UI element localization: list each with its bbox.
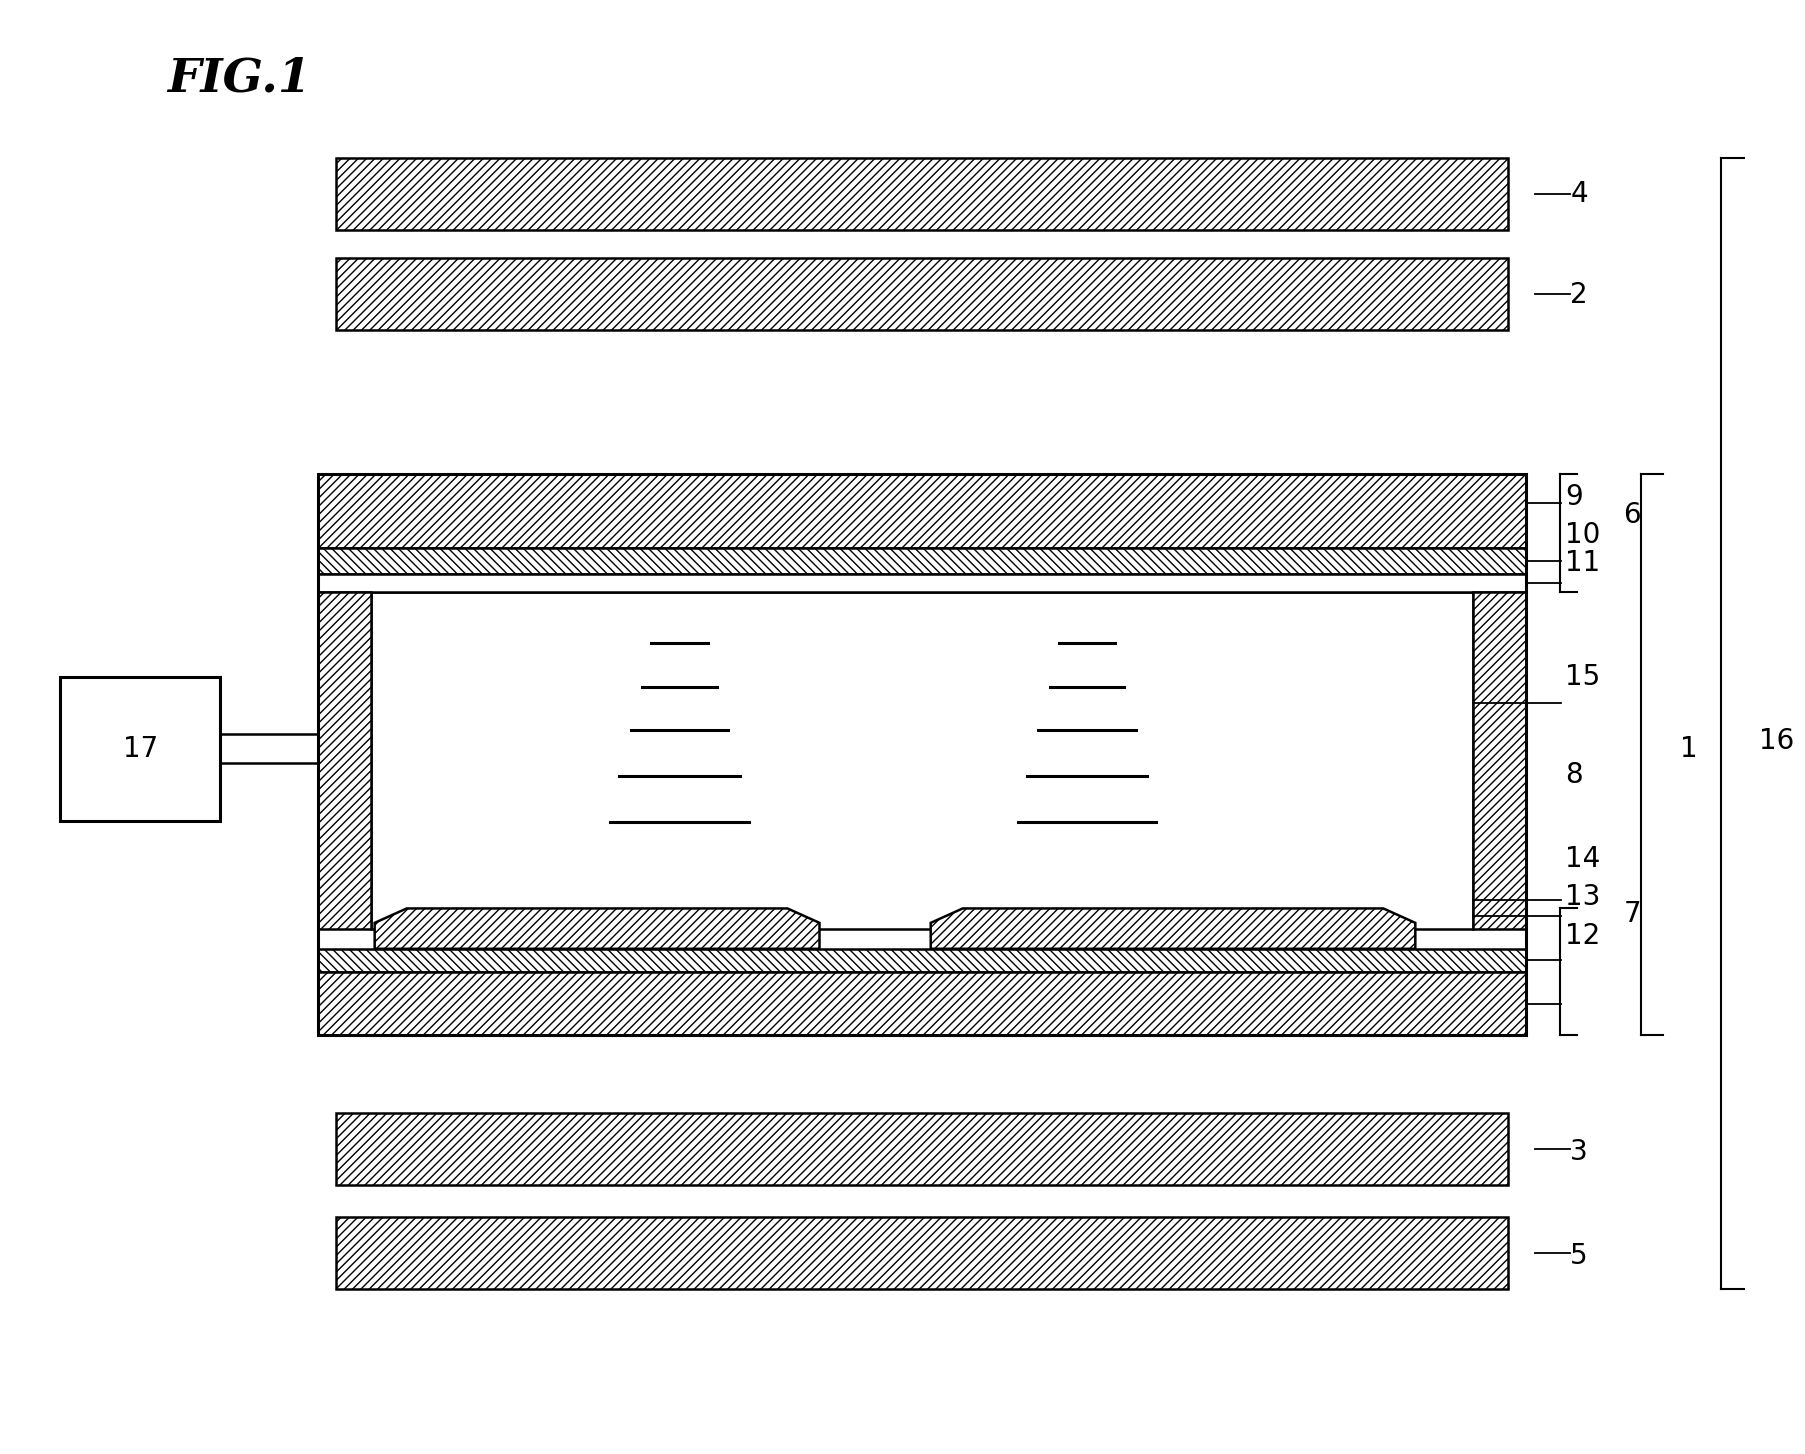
Bar [318, 548, 1525, 574]
Text: 13: 13 [1563, 883, 1599, 912]
Text: 9: 9 [1563, 483, 1581, 510]
Bar [370, 592, 1471, 929]
Bar [318, 592, 370, 929]
Bar [318, 971, 1525, 1035]
Bar [336, 257, 1507, 330]
Text: 10: 10 [1563, 522, 1599, 550]
Text: 8: 8 [1563, 760, 1581, 788]
Text: 4: 4 [1569, 180, 1587, 208]
Text: 14: 14 [1563, 845, 1599, 874]
Text: 15: 15 [1563, 663, 1599, 691]
Text: 16: 16 [1758, 727, 1792, 756]
Bar [318, 574, 1525, 592]
Polygon shape [930, 909, 1415, 949]
Text: 7: 7 [1623, 900, 1641, 928]
Text: 11: 11 [1563, 548, 1599, 577]
Text: FIG.1: FIG.1 [166, 55, 310, 102]
Text: 5: 5 [1569, 1242, 1587, 1269]
Text: 3: 3 [1569, 1138, 1587, 1166]
Text: 12: 12 [1563, 922, 1599, 949]
Bar [336, 158, 1507, 230]
Bar [318, 474, 1525, 548]
Bar [336, 1217, 1507, 1288]
Text: 17: 17 [123, 734, 157, 762]
Bar [318, 949, 1525, 971]
Bar [336, 1112, 1507, 1185]
Bar [60, 676, 220, 820]
Text: 6: 6 [1623, 502, 1641, 529]
Polygon shape [374, 909, 819, 949]
Text: 1: 1 [1679, 734, 1697, 762]
Bar [1471, 592, 1525, 929]
Text: 2: 2 [1569, 281, 1587, 308]
Bar [318, 474, 1525, 1035]
